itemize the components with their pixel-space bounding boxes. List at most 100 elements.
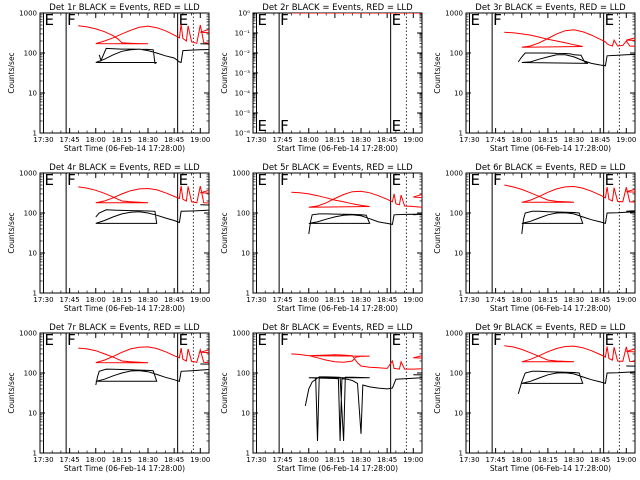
y-tick-label: 1000 — [445, 10, 463, 18]
x-tick-label: 17:30 — [246, 136, 266, 144]
events-series-line — [95, 363, 209, 386]
y-tick-label: 1 — [459, 450, 463, 458]
panel-title: Det 2r BLACK = Events, RED = LLD — [262, 3, 413, 13]
x-tick-label: 18:45 — [590, 296, 610, 304]
x-tick-label: 18:15 — [538, 456, 558, 464]
plot-frame — [252, 12, 423, 134]
y-tick-label: 1000 — [445, 330, 463, 338]
x-tick-label: 17:30 — [33, 296, 53, 304]
x-tick-label: 19:00 — [403, 136, 423, 144]
panel-8: Det 8r BLACK = Events, RED = LLD 1 10 100 10… — [220, 323, 423, 473]
x-axis-label: Start Time (06-Feb-14 17:28:00) — [64, 144, 185, 153]
x-tick-label: 18:15 — [325, 296, 345, 304]
y-axis-label: Counts/sec — [220, 212, 229, 253]
x-tick-label: 18:45 — [164, 456, 184, 464]
x-tick-label: 18:00 — [512, 456, 532, 464]
x-tick-label: 18:00 — [299, 296, 319, 304]
marker-label-bottom: F — [280, 117, 289, 135]
x-axis-label: Start Time (06-Feb-14 17:28:00) — [277, 304, 398, 313]
x-axis-label: Start Time (06-Feb-14 17:28:00) — [490, 304, 611, 313]
events-series-line — [95, 204, 209, 224]
panel-1: Det 1r BLACK = Events, RED = LLD 1 10 100 10… — [7, 3, 210, 153]
x-tick-label: 17:45 — [486, 136, 506, 144]
lld-series-line — [78, 185, 209, 204]
marker-label: F — [67, 331, 76, 349]
marker-label: F — [493, 11, 502, 29]
marker-label: F — [67, 171, 76, 189]
events-series-line — [517, 52, 635, 67]
plot-frame — [465, 332, 636, 454]
marker-label: F — [280, 171, 289, 189]
marker-label-bottom: E — [392, 117, 401, 135]
events-series-line — [308, 213, 422, 234]
marker-label: E — [179, 331, 188, 349]
y-axis-label: Counts/sec — [433, 52, 442, 93]
x-tick-label: 18:45 — [377, 456, 397, 464]
panel-title: Det 7r BLACK = Events, RED = LLD — [49, 323, 200, 333]
y-tick-label: 10 — [28, 410, 37, 418]
x-tick-label: 18:45 — [377, 136, 397, 144]
panel-6: Det 6r BLACK = Events, RED = LLD 1 10 100 10… — [433, 163, 636, 313]
x-tick-label: 18:15 — [112, 136, 132, 144]
panel-2: Det 2r BLACK = Events, RED = LLD 10⁰ 10⁻¹ 1… — [220, 3, 423, 153]
marker-label: F — [67, 11, 76, 29]
x-tick-label: 18:15 — [112, 296, 132, 304]
x-tick-label: 17:30 — [246, 296, 266, 304]
y-tick-label: 10 — [28, 90, 37, 98]
plot-frame — [39, 332, 210, 454]
x-tick-label: 18:15 — [538, 296, 558, 304]
marker-label: F — [280, 331, 289, 349]
marker-label: E — [44, 11, 53, 29]
x-tick-label: 17:30 — [459, 136, 479, 144]
x-tick-label: 19:00 — [190, 456, 210, 464]
y-tick-label: 10 — [241, 250, 250, 258]
x-tick-label: 19:00 — [403, 296, 423, 304]
y-tick-label: 10⁻³ — [235, 70, 251, 78]
y-tick-label: 10 — [454, 410, 463, 418]
x-axis-label: Start Time (06-Feb-14 17:28:00) — [64, 464, 185, 473]
y-tick-label: 10⁻⁵ — [235, 110, 251, 118]
marker-label: E — [257, 331, 266, 349]
marker-label: E — [470, 331, 479, 349]
panel-title: Det 1r BLACK = Events, RED = LLD — [49, 3, 200, 13]
panel-3: Det 3r BLACK = Events, RED = LLD 1 10 100 10… — [433, 3, 636, 153]
x-tick-label: 18:00 — [299, 136, 319, 144]
marker-label: E — [470, 11, 479, 29]
x-tick-label: 18:30 — [351, 296, 371, 304]
x-tick-label: 18:00 — [86, 136, 106, 144]
y-tick-label: 1 — [459, 130, 463, 138]
x-tick-label: 17:30 — [459, 456, 479, 464]
marker-label-bottom: E — [257, 117, 266, 135]
y-tick-label: 1 — [246, 450, 250, 458]
lld-series-line — [504, 184, 635, 203]
y-tick-label: 1000 — [232, 330, 250, 338]
y-tick-label: 1000 — [19, 10, 37, 18]
y-tick-label: 100 — [450, 210, 463, 218]
events-series-line — [517, 365, 635, 395]
y-tick-label: 1000 — [445, 170, 463, 178]
y-tick-label: 100 — [237, 210, 250, 218]
lld-series-line — [78, 346, 209, 364]
x-tick-label: 19:00 — [616, 296, 636, 304]
y-tick-label: 1 — [33, 290, 37, 298]
marker-label: E — [605, 11, 614, 29]
y-axis-label: Counts/sec — [220, 372, 229, 413]
x-tick-label: 18:30 — [564, 296, 584, 304]
y-tick-label: 1 — [246, 290, 250, 298]
x-tick-label: 17:45 — [486, 456, 506, 464]
lld-series-line — [78, 24, 209, 45]
y-axis-label: Counts/sec — [220, 52, 229, 93]
x-tick-label: 17:45 — [60, 296, 80, 304]
events-series-line — [521, 210, 635, 234]
marker-label: E — [605, 171, 614, 189]
marker-label: E — [392, 171, 401, 189]
x-tick-label: 18:45 — [164, 296, 184, 304]
y-tick-label: 10 — [28, 250, 37, 258]
marker-label: E — [179, 11, 188, 29]
marker-label: E — [605, 331, 614, 349]
plot-frame — [39, 12, 210, 134]
panel-title: Det 8r BLACK = Events, RED = LLD — [262, 323, 413, 333]
x-tick-label: 18:30 — [564, 456, 584, 464]
x-tick-label: 17:30 — [33, 456, 53, 464]
